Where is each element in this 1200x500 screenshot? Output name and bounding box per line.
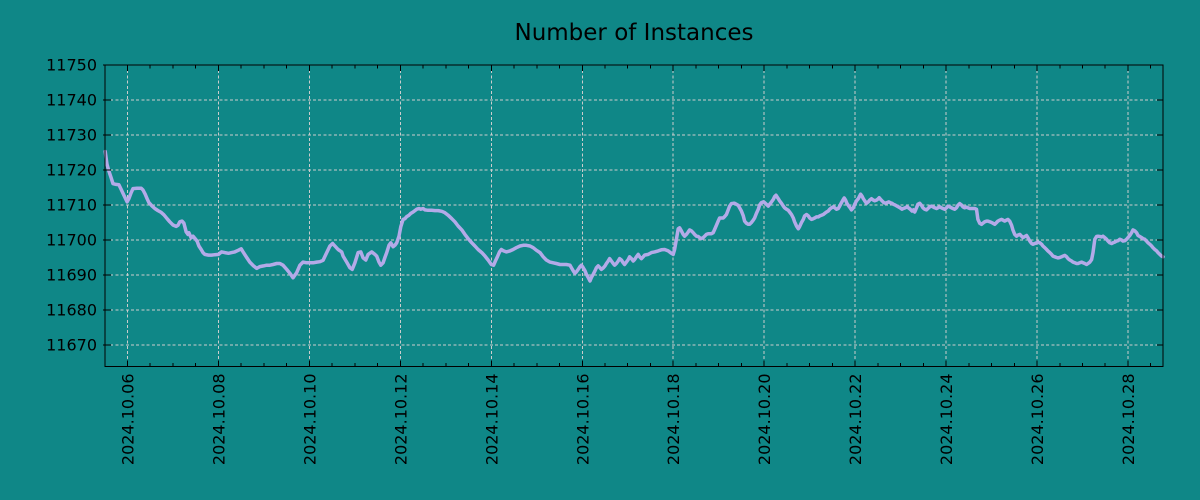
y-tick-label: 11680 [46, 301, 97, 320]
x-tick-label: 2024.10.10 [300, 374, 319, 466]
y-tick-label: 11740 [46, 91, 97, 110]
x-tick-label: 2024.10.18 [664, 374, 683, 466]
x-tick-label: 2024.10.12 [391, 374, 410, 466]
series-layer [103, 149, 1165, 283]
x-tick-label: 2024.10.28 [1119, 374, 1138, 466]
chart-title: Number of Instances [515, 20, 754, 46]
y-tick-label: 11690 [46, 266, 97, 285]
y-tick-label: 11730 [46, 126, 97, 145]
x-tick-label: 2024.10.26 [1028, 374, 1047, 466]
x-tick-label: 2024.10.22 [846, 374, 865, 466]
series-line-instances [103, 149, 1165, 283]
y-tick-label: 11700 [46, 231, 97, 250]
x-tick-label: 2024.10.16 [573, 374, 592, 466]
tick-layer [103, 64, 1163, 367]
y-tick-label: 11670 [46, 336, 97, 355]
y-tick-label: 11710 [46, 196, 97, 215]
x-tick-label: 2024.10.06 [119, 374, 138, 466]
y-tick-label: 11750 [46, 56, 97, 75]
x-tick-label: 2024.10.14 [482, 374, 501, 466]
axis-labels-layer: 2024.10.06 2024.10.08 2024.10.10 2024.10.12… [46, 56, 1138, 466]
y-tick-label: 11720 [46, 161, 97, 180]
grid-layer [105, 65, 1163, 367]
x-tick-label: 2024.10.08 [209, 374, 228, 466]
plot-border [104, 64, 1164, 367]
x-tick-label: 2024.10.24 [937, 374, 956, 466]
x-tick-label: 2024.10.20 [755, 374, 774, 466]
